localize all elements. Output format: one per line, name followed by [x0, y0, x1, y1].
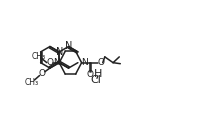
Text: N: N — [56, 47, 64, 57]
Text: O: O — [97, 58, 104, 67]
Text: CH₃: CH₃ — [25, 78, 39, 87]
Text: O: O — [87, 70, 94, 79]
Text: N: N — [81, 58, 88, 67]
Text: O: O — [46, 58, 53, 67]
Text: H: H — [93, 69, 102, 80]
Text: O: O — [39, 69, 46, 78]
Text: Cl: Cl — [91, 75, 101, 85]
Text: CH₃: CH₃ — [32, 52, 46, 61]
Text: N: N — [65, 41, 72, 51]
Text: N: N — [53, 58, 60, 67]
